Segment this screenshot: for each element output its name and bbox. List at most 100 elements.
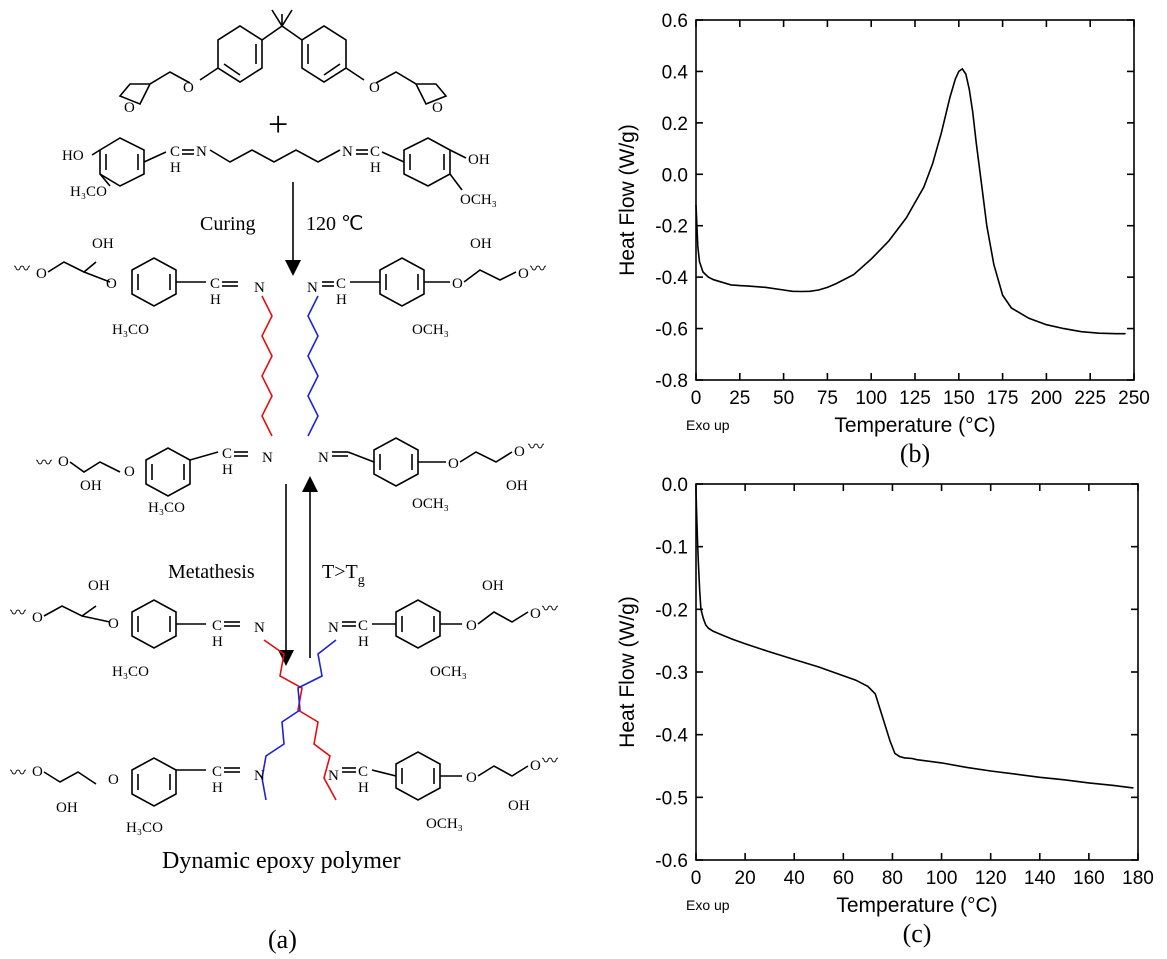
panel-label-a: (a) xyxy=(268,925,297,954)
data-point xyxy=(696,225,698,227)
data-point xyxy=(855,679,857,681)
data-point xyxy=(965,73,967,75)
data-point xyxy=(826,286,828,288)
data-point xyxy=(1014,773,1016,775)
y-tick-label: -0.4 xyxy=(655,268,688,289)
x-tick-label: 0 xyxy=(691,388,702,409)
y-axis-title: Heat Flow (W/g) xyxy=(616,124,639,276)
data-point xyxy=(712,630,714,632)
y-tick-label: 0.6 xyxy=(662,11,688,32)
data-point xyxy=(1010,307,1012,309)
data-point xyxy=(697,245,699,247)
atom-och3: OCH₃ xyxy=(430,664,467,680)
data-point xyxy=(1080,331,1082,333)
wavy-bond: 〰 xyxy=(10,765,26,782)
atom-o: O xyxy=(58,454,69,470)
curing-temperature: 120 ℃ xyxy=(306,213,363,235)
x-tick-label: 120 xyxy=(975,868,1007,889)
atom-h: H xyxy=(222,462,233,478)
data-point xyxy=(705,624,707,626)
wavy-bond: 〰 xyxy=(10,605,26,622)
data-point xyxy=(712,279,715,281)
data-point xyxy=(968,88,970,90)
cured-network-structure: 〰 O OH O H₃CO C H N N C H OCH₃ O OH O 〰 … xyxy=(14,236,546,516)
atom-h3co: H₃CO xyxy=(112,322,149,338)
data-point xyxy=(765,286,767,288)
x-tick-label: 100 xyxy=(855,388,887,409)
x-tick-label: 25 xyxy=(729,388,750,409)
atom-n: N xyxy=(254,768,265,784)
data-point xyxy=(911,757,913,760)
data-point xyxy=(904,757,906,759)
data-point xyxy=(1115,333,1118,335)
atom-o: O xyxy=(106,276,117,292)
atom-n: N xyxy=(262,450,273,466)
y-tick-label: -0.8 xyxy=(655,371,688,392)
data-point xyxy=(1063,779,1065,781)
data-point xyxy=(697,546,699,548)
data-point xyxy=(700,608,702,610)
data-point xyxy=(941,762,943,764)
data-point xyxy=(954,78,956,80)
atom-o: O xyxy=(530,758,541,774)
data-point xyxy=(707,276,709,278)
atom-o: O xyxy=(369,80,380,96)
data-point xyxy=(818,666,820,668)
x-tick-label: 75 xyxy=(817,388,838,409)
panel-label: (b) xyxy=(900,439,930,468)
atom-c: C xyxy=(358,618,368,634)
atom-o: O xyxy=(108,616,119,632)
atom-oh: OH xyxy=(506,478,528,494)
data-point xyxy=(1045,324,1047,326)
atom-oh: OH xyxy=(468,152,490,168)
data-point xyxy=(783,289,785,291)
atom-c: C xyxy=(336,276,346,292)
data-point xyxy=(923,186,925,188)
data-point xyxy=(874,693,876,695)
x-tick-label: 175 xyxy=(987,388,1019,409)
atom-c: C xyxy=(170,144,180,160)
atom-oh: OH xyxy=(482,578,504,594)
data-point xyxy=(853,274,855,276)
x-tick-label: 60 xyxy=(833,868,854,889)
curing-label: Curing xyxy=(200,213,256,235)
data-point xyxy=(899,756,901,758)
atom-o: O xyxy=(124,464,135,480)
plot-frame xyxy=(695,19,1135,381)
atom-och3: OCH₃ xyxy=(460,192,497,208)
wavy-bond: 〰 xyxy=(528,439,544,456)
y-tick-label: 0.4 xyxy=(662,62,689,83)
data-point xyxy=(702,271,704,273)
x-tick-label: 100 xyxy=(926,868,958,889)
atom-o: O xyxy=(124,100,135,116)
data-point xyxy=(730,284,732,286)
y-tick-label: -0.2 xyxy=(655,600,688,621)
atom-h: H xyxy=(170,160,181,176)
data-point xyxy=(1098,332,1100,334)
data-point xyxy=(809,290,811,292)
x-tick-label: 200 xyxy=(1031,388,1063,409)
data-point xyxy=(1028,317,1030,319)
y-axis-title: Heat Flow (W/g) xyxy=(616,596,639,748)
atom-n: N xyxy=(328,620,339,636)
data-point xyxy=(981,184,983,186)
data-point xyxy=(990,770,992,772)
data-point xyxy=(697,564,700,567)
y-tick-label: 0.2 xyxy=(662,114,688,135)
atom-h: H xyxy=(358,634,369,650)
atom-ho: HO xyxy=(62,148,84,164)
atom-oh: OH xyxy=(56,800,78,816)
data-point xyxy=(842,675,844,677)
data-point xyxy=(721,281,723,283)
data-point xyxy=(949,96,951,98)
atom-oh: OH xyxy=(88,578,110,594)
x-tick-label: 160 xyxy=(1073,868,1105,889)
x-tick-label: 180 xyxy=(1122,868,1154,889)
atom-och3: OCH₃ xyxy=(412,322,449,338)
atom-n: N xyxy=(328,768,339,784)
data-point xyxy=(905,217,907,219)
metathesis-network-structure: 〰 O OH O H₃CO C H N N C H OCH₃ O OH O 〰 … xyxy=(10,578,558,836)
atom-c: C xyxy=(358,764,368,780)
exo-up-label: Exo up xyxy=(686,897,730,913)
exo-up-label: Exo up xyxy=(686,417,730,433)
